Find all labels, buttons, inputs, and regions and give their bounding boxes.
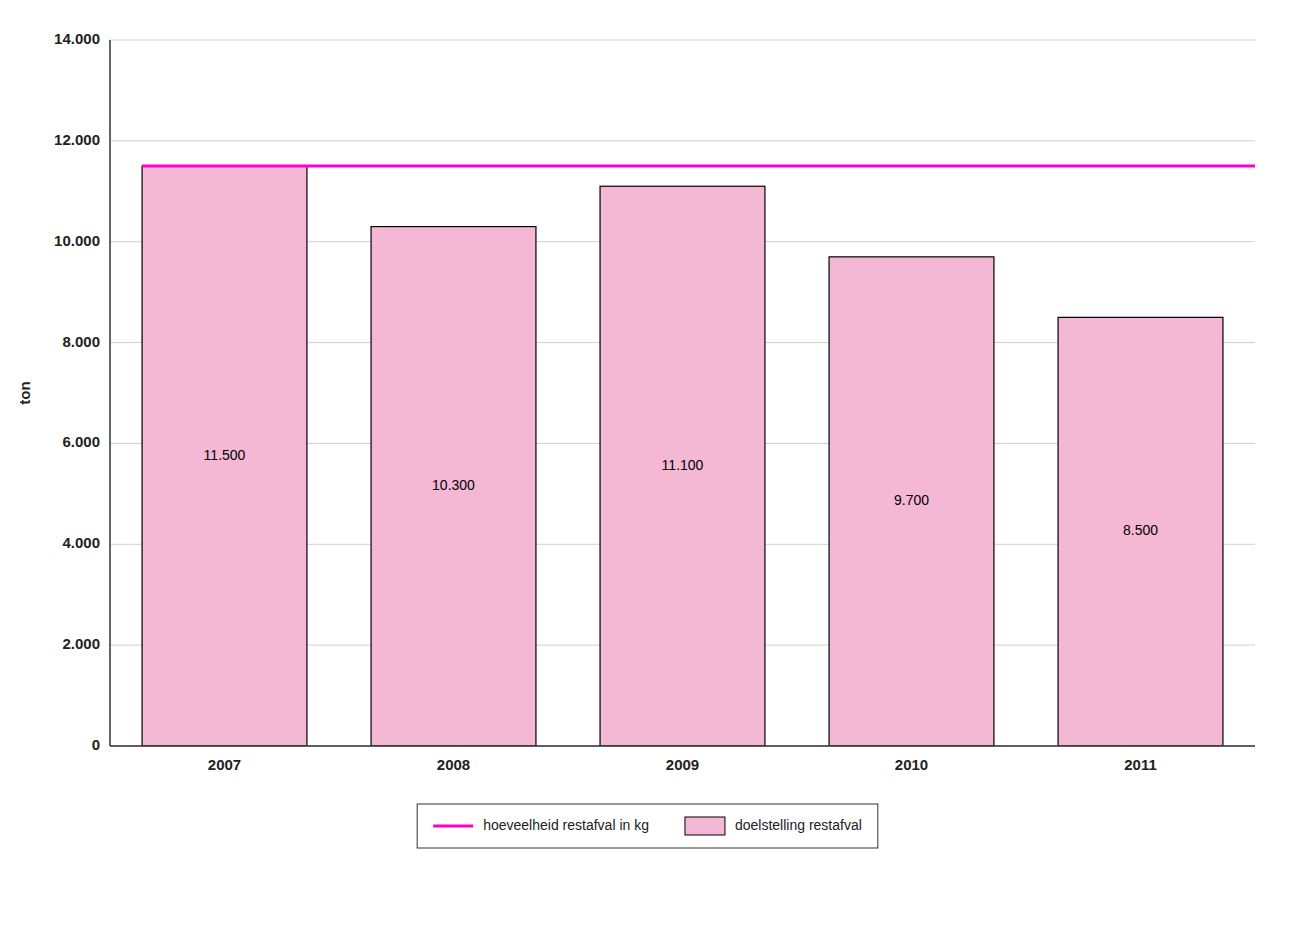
y-tick-label: 14.000 bbox=[54, 30, 100, 47]
legend-label: doelstelling restafval bbox=[735, 817, 862, 833]
data-label: 10.300 bbox=[432, 477, 475, 493]
legend-item: hoeveelheid restafval in kg bbox=[433, 817, 649, 833]
y-tick-label: 0 bbox=[92, 736, 100, 753]
chart-container: 0 2.000 4.000 6.000 8.000 10.000 12.000 14.000 t… bbox=[0, 0, 1295, 936]
x-tick-label: 2011 bbox=[1124, 756, 1157, 773]
target-line bbox=[142, 165, 1255, 168]
data-label: 9.700 bbox=[894, 492, 929, 508]
grid bbox=[110, 40, 1255, 746]
x-tick-label: 2008 bbox=[437, 756, 470, 773]
grid-line bbox=[110, 40, 1255, 41]
y-tick-label: 6.000 bbox=[62, 433, 100, 450]
bar bbox=[371, 227, 536, 746]
legend-swatch bbox=[433, 825, 473, 828]
data-label: 8.500 bbox=[1123, 522, 1158, 538]
axes: 0 2.000 4.000 6.000 8.000 10.000 12.000 14.000 t… bbox=[16, 30, 1157, 773]
chart: 0 2.000 4.000 6.000 8.000 10.000 12.000 14.000 t… bbox=[0, 0, 1295, 936]
y-tick-label: 12.000 bbox=[54, 131, 100, 148]
grid-line bbox=[110, 140, 1255, 141]
y-tick-label: 2.000 bbox=[62, 635, 100, 652]
y-tick-label: 10.000 bbox=[54, 232, 100, 249]
bar bbox=[142, 166, 307, 746]
legend-label: hoeveelheid restafval in kg bbox=[483, 817, 649, 833]
x-tick-label: 2010 bbox=[895, 756, 928, 773]
legend-swatch bbox=[685, 817, 725, 835]
data-label: 11.100 bbox=[662, 457, 704, 473]
bar bbox=[1058, 317, 1223, 746]
bar bbox=[829, 257, 994, 746]
plot-area bbox=[142, 166, 1255, 746]
legend-item: doelstelling restafval bbox=[685, 817, 862, 835]
y-tick-label: 4.000 bbox=[62, 534, 100, 551]
legend: hoeveelheid restafval in kg doelstelling … bbox=[417, 804, 878, 848]
data-labels: 11.500 10.300 11.100 9.700 8.500 bbox=[204, 447, 1159, 539]
y-axis-line bbox=[109, 40, 111, 746]
x-tick-label: 2007 bbox=[208, 756, 241, 773]
y-axis-label: ton bbox=[16, 381, 33, 404]
bar bbox=[600, 186, 765, 746]
y-tick-label: 8.000 bbox=[62, 333, 100, 350]
data-label: 11.500 bbox=[204, 447, 246, 463]
x-tick-label: 2009 bbox=[666, 756, 699, 773]
grid-line bbox=[110, 746, 1255, 747]
legend-box bbox=[417, 804, 878, 848]
x-axis-line bbox=[110, 745, 1255, 747]
